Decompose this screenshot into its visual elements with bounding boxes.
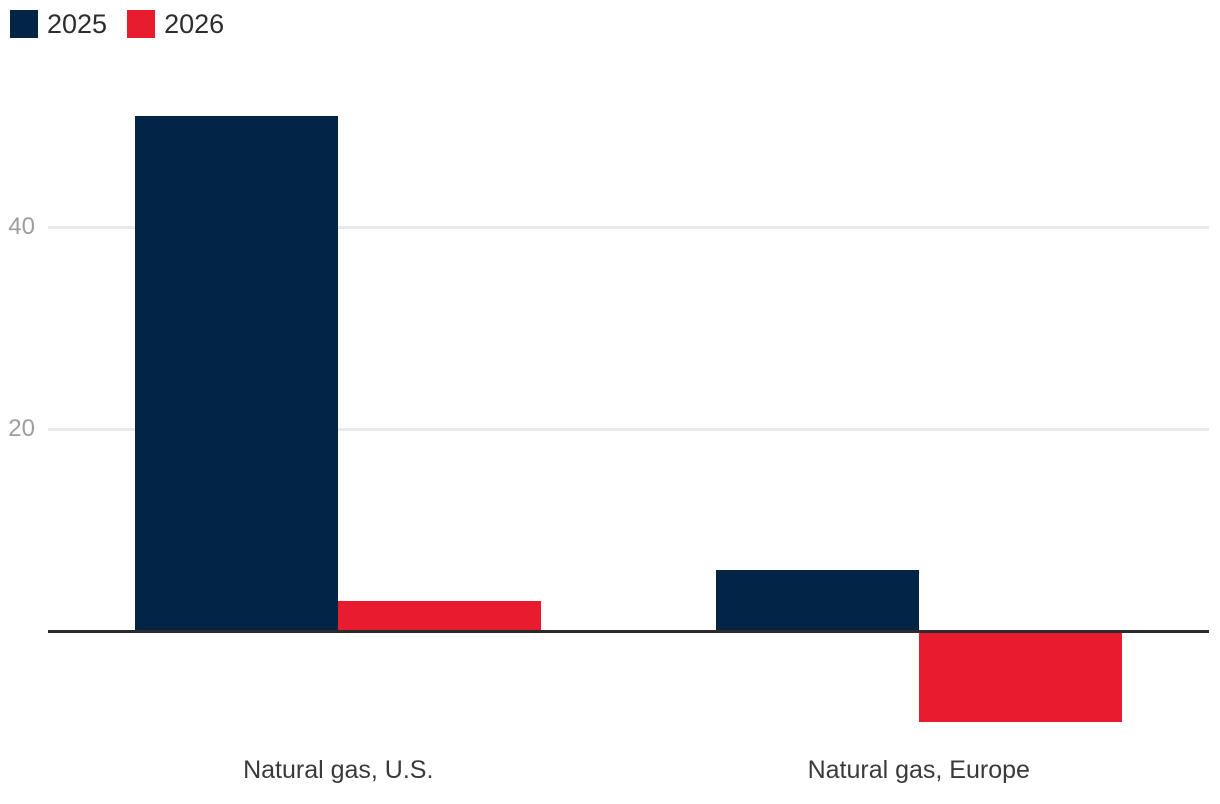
gridline-40 bbox=[48, 226, 1209, 229]
bar-natural-gas-u-s-2026 bbox=[338, 600, 542, 631]
y-tick-40: 40 bbox=[8, 213, 35, 240]
x-axis-zero-line bbox=[48, 630, 1209, 633]
gridline-20 bbox=[48, 428, 1209, 431]
legend-label-2025: 2025 bbox=[47, 9, 108, 39]
legend-item-2025: 2025 bbox=[10, 10, 107, 38]
legend: 2025 2026 bbox=[10, 10, 224, 38]
legend-label-2026: 2026 bbox=[164, 9, 225, 39]
legend-item-2026: 2026 bbox=[127, 10, 224, 38]
bar-natural-gas-u-s-2025 bbox=[135, 115, 339, 631]
legend-swatch-2025 bbox=[10, 10, 38, 38]
category-label-europe: Natural gas, Europe bbox=[807, 756, 1030, 784]
legend-swatch-2026 bbox=[127, 10, 156, 38]
category-label-us: Natural gas, U.S. bbox=[243, 756, 434, 784]
bar-natural-gas-europe-2025 bbox=[715, 570, 919, 631]
category-axis: Natural gas, U.S. Natural gas, Europe bbox=[48, 756, 1209, 785]
y-tick-20: 20 bbox=[8, 415, 35, 442]
bar-natural-gas-europe-2026 bbox=[918, 631, 1122, 722]
